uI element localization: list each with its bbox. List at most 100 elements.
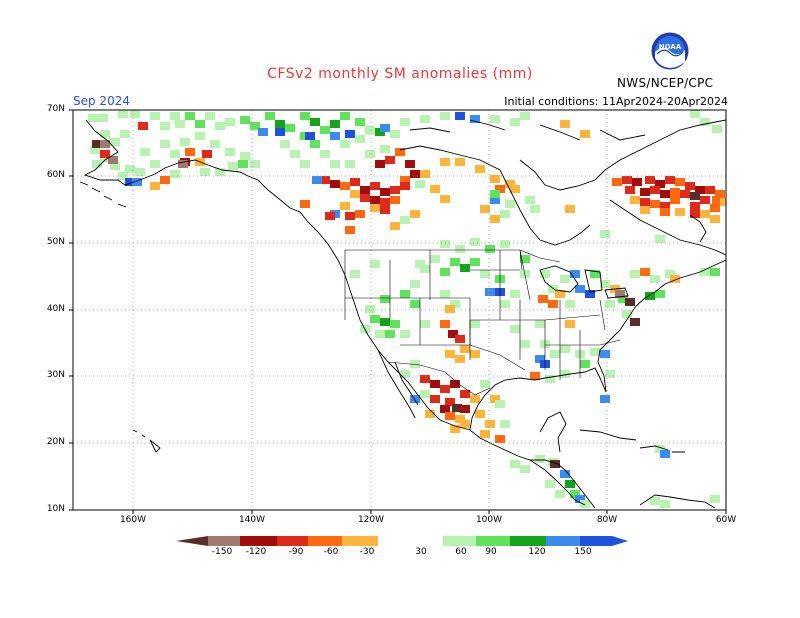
anomaly-cell (320, 126, 330, 134)
anomaly-cell (615, 290, 625, 298)
anomaly-cell (525, 196, 535, 204)
anomaly-cell (390, 320, 400, 328)
anomaly-cell (665, 176, 675, 184)
anomaly-cell (325, 212, 335, 220)
anomaly-cell (140, 148, 150, 156)
anomaly-cell (650, 200, 660, 208)
anomaly-cell (495, 435, 505, 443)
anomaly-cell (495, 400, 505, 408)
anomaly-cell (250, 122, 260, 130)
anomaly-cell (505, 180, 515, 188)
anomaly-cell (360, 194, 370, 202)
anomaly-cell (440, 405, 450, 413)
lat-label: 40N (46, 304, 65, 314)
anomaly-cell (575, 495, 585, 503)
colorbar-segment (443, 536, 476, 546)
anomaly-cell (365, 150, 375, 158)
colorbar (176, 536, 628, 546)
anomaly-cell (340, 202, 350, 210)
organization-label: NWS/NCEP/CPC (617, 76, 714, 90)
anomaly-cell (118, 172, 128, 180)
anomaly-cell (380, 188, 390, 196)
anomaly-cell (500, 300, 510, 308)
anomaly-cell (460, 264, 470, 272)
anomaly-cell (622, 176, 632, 184)
anomaly-cell (485, 420, 495, 428)
anomaly-cell (405, 160, 415, 168)
anomaly-cell (560, 470, 570, 478)
anomaly-cell (452, 404, 462, 412)
anomaly-cell (300, 160, 310, 168)
anomaly-cell (520, 112, 530, 120)
anomaly-cell (490, 190, 500, 198)
lat-label: 60N (46, 170, 65, 180)
anomaly-cell (700, 196, 710, 204)
anomaly-cell (640, 206, 650, 214)
colorbar-label: -120 (245, 547, 267, 557)
anomaly-cell (450, 258, 460, 266)
anomaly-cell (548, 300, 558, 308)
anomaly-cell (445, 305, 455, 313)
svg-text:NOAA: NOAA (659, 43, 682, 51)
lon-label: 100W (475, 515, 503, 525)
anomaly-cell (440, 195, 450, 203)
anomaly-cell (470, 350, 480, 358)
anomaly-cell (600, 350, 610, 358)
anomaly-cell (470, 320, 480, 328)
anomaly-cell (108, 156, 118, 164)
anomaly-cell (275, 128, 285, 136)
forecast-month: Sep 2024 (73, 94, 130, 108)
anomaly-cell (390, 186, 400, 194)
anomaly-cell (585, 290, 595, 298)
anomaly-cell (305, 132, 315, 140)
anomaly-cell (490, 215, 500, 223)
anomaly-cell (480, 430, 490, 438)
anomaly-cell (650, 497, 660, 505)
anomaly-cell (200, 168, 210, 176)
anomaly-cell (350, 190, 360, 198)
anomaly-cell (225, 118, 235, 126)
anomaly-cell (130, 110, 140, 118)
anomaly-cell (670, 196, 680, 204)
anomaly-cell (510, 325, 520, 333)
anomaly-cell (92, 140, 102, 148)
anomaly-cell (355, 135, 365, 143)
anomaly-cell (510, 118, 520, 126)
anomaly-cell (310, 118, 320, 126)
anomaly-cell (600, 280, 610, 288)
anomaly-cell (710, 204, 720, 212)
anomaly-cell (265, 112, 275, 120)
anomaly-cell (355, 210, 365, 218)
anomaly-cell (170, 150, 180, 158)
lat-label: 10N (46, 504, 65, 514)
anomaly-cell (215, 122, 225, 130)
anomaly-cell (575, 285, 585, 293)
anomaly-cell (660, 190, 670, 198)
anomaly-cell (380, 295, 390, 303)
anomaly-cell (138, 122, 148, 130)
anomaly-cell (650, 186, 660, 194)
lon-label: 60W (715, 515, 737, 525)
axis-ticks (69, 109, 727, 514)
anomaly-cell (250, 160, 260, 168)
lon-label: 140W (238, 515, 266, 525)
anomaly-cell (540, 270, 550, 278)
anomaly-cell (150, 160, 160, 168)
anomaly-cell (565, 320, 575, 328)
anomaly-cell (210, 140, 220, 148)
anomaly-cell (490, 175, 500, 183)
anomaly-cell (390, 196, 400, 204)
anomaly-cell (400, 290, 410, 298)
anomaly-cell (630, 318, 640, 326)
anomaly-cell (300, 112, 310, 120)
anomaly-cell (275, 120, 285, 128)
anomaly-cell (445, 350, 455, 358)
anomaly-cell (670, 188, 680, 196)
anomaly-cell (455, 355, 465, 363)
colorbar-label: -150 (211, 547, 233, 557)
anomaly-cell (390, 130, 400, 138)
anomaly-cell (440, 240, 450, 248)
anomaly-cell (570, 270, 580, 278)
anomaly-cell (560, 275, 570, 283)
